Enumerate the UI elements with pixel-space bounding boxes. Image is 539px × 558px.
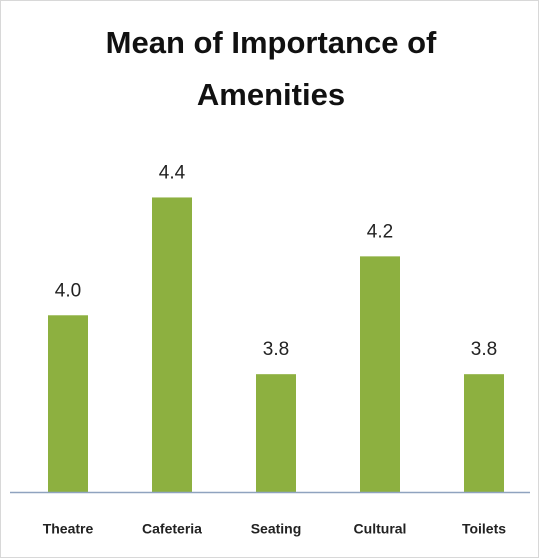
bar — [48, 315, 88, 492]
value-label: 4.2 — [367, 221, 393, 242]
x-tick-label: Theatre — [43, 521, 94, 537]
bar — [256, 374, 296, 492]
x-tick-label: Cafeteria — [142, 521, 202, 537]
chart-title: Mean of Importance of Amenities — [105, 25, 437, 112]
value-label: 4.4 — [159, 162, 186, 183]
value-label: 3.8 — [471, 339, 497, 360]
x-tick-label: Cultural — [354, 521, 407, 537]
value-label: 3.8 — [263, 339, 289, 360]
bar — [152, 197, 192, 493]
bar — [360, 256, 400, 492]
bar — [464, 374, 504, 492]
x-tick-label: Toilets — [462, 521, 506, 537]
x-tick-label: Seating — [251, 521, 302, 537]
value-label: 4.0 — [55, 280, 81, 301]
